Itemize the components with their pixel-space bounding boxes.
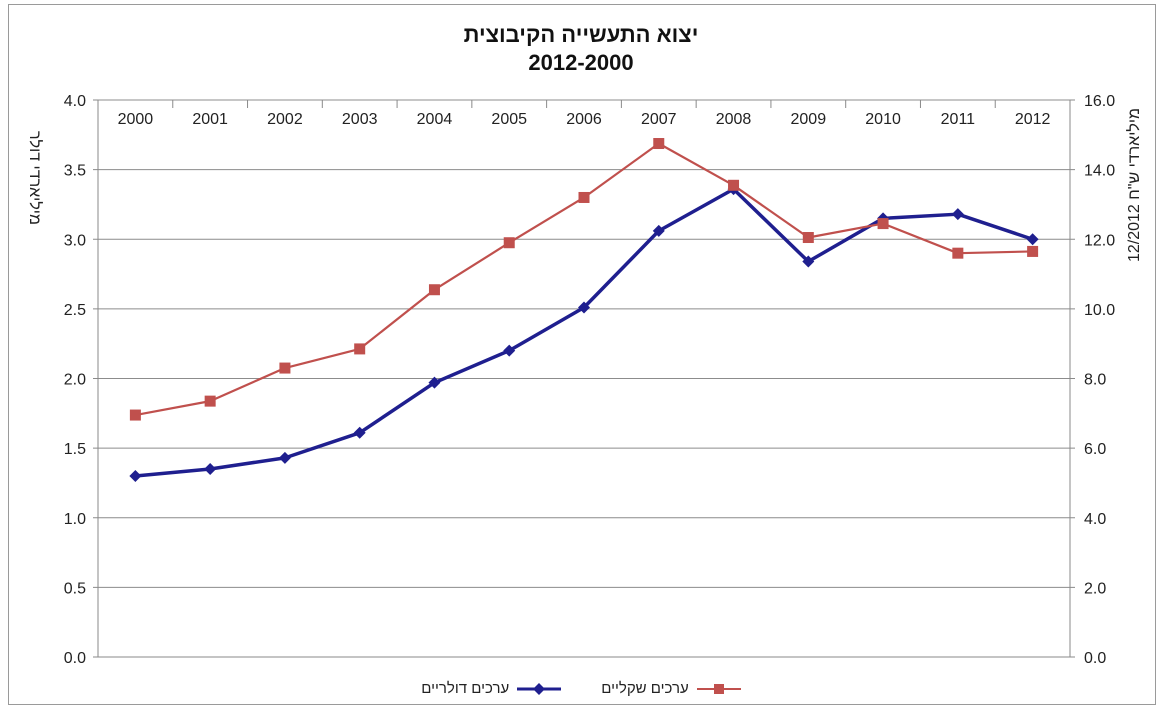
legend-item-shekel: ערכים שקליים xyxy=(601,680,741,697)
x-tick-label: 2009 xyxy=(791,111,827,128)
x-tick-label: 2006 xyxy=(566,111,602,128)
y-left-tick-label: 2.5 xyxy=(64,302,86,319)
y-left-tick-label: 4.0 xyxy=(64,93,86,110)
data-point xyxy=(951,208,964,221)
legend: ערכים דולריים ערכים שקליים xyxy=(0,680,1162,697)
x-tick-label: 2002 xyxy=(267,111,303,128)
series-line-0 xyxy=(135,187,1034,478)
y-right-tick-label: 2.0 xyxy=(1084,580,1106,597)
y-right-tick-label: 4.0 xyxy=(1084,511,1106,528)
legend-label-shekel: ערכים שקליים xyxy=(601,680,689,697)
chart-title: יצוא התעשייה הקיבוצית xyxy=(463,22,699,47)
data-point xyxy=(129,469,142,482)
y-right-tick-label: 14.0 xyxy=(1084,163,1115,180)
legend-swatch-dollar xyxy=(517,682,562,695)
legend-item-dollar: ערכים דולריים xyxy=(421,680,562,697)
data-point xyxy=(802,255,815,268)
data-point xyxy=(578,301,590,314)
chart-subtitle: 2012-2000 xyxy=(528,50,634,75)
data-point xyxy=(952,247,964,259)
y-right-tick-label: 10.0 xyxy=(1084,302,1115,319)
x-tick-label: 2010 xyxy=(865,111,901,128)
data-point xyxy=(1027,245,1039,257)
data-point xyxy=(428,284,440,296)
x-tick-label: 2003 xyxy=(342,111,378,128)
x-tick-label: 2007 xyxy=(641,111,677,128)
data-point xyxy=(204,395,216,407)
y-right-tick-label: 12.0 xyxy=(1084,232,1115,249)
data-point xyxy=(1026,233,1039,246)
x-tick-label: 2005 xyxy=(491,111,527,128)
data-point xyxy=(428,376,441,389)
legend-swatch-shekel xyxy=(696,683,741,694)
data-point xyxy=(353,426,366,439)
y-right-tick-label: 16.0 xyxy=(1084,93,1115,110)
chart-frame xyxy=(8,4,1156,705)
x-tick-label: 2012 xyxy=(1015,111,1051,128)
x-tick-label: 2000 xyxy=(118,111,154,128)
data-point xyxy=(279,362,291,374)
y-left-tick-label: 0.5 xyxy=(64,580,86,597)
x-tick-label: 2008 xyxy=(716,111,752,128)
y-left-tick-label: 3.0 xyxy=(64,232,86,249)
series-line-1 xyxy=(135,142,1033,417)
data-point xyxy=(354,343,366,355)
y-left-tick-label: 1.5 xyxy=(64,441,86,458)
y-right-tick-label: 0.0 xyxy=(1084,650,1106,667)
data-point xyxy=(204,463,217,476)
y-left-tick-label: 1.0 xyxy=(64,511,86,528)
x-tick-label: 2001 xyxy=(192,111,228,128)
x-tick-label: 2004 xyxy=(417,111,453,128)
data-point xyxy=(728,179,740,191)
y-right-tick-label: 8.0 xyxy=(1084,372,1106,389)
y-left-tick-label: 0.0 xyxy=(64,650,86,667)
data-point xyxy=(503,344,516,357)
y-left-tick-label: 2.0 xyxy=(64,372,86,389)
y-left-tick-label: 3.5 xyxy=(64,163,86,180)
data-point xyxy=(129,409,141,421)
legend-label-dollar: ערכים דולריים xyxy=(421,680,510,697)
data-point xyxy=(652,224,665,237)
data-point xyxy=(503,237,515,249)
data-point xyxy=(653,138,665,150)
data-point xyxy=(578,191,590,203)
data-point xyxy=(802,232,814,244)
y-right-tick-label: 6.0 xyxy=(1084,441,1106,458)
data-point xyxy=(877,218,889,230)
data-point xyxy=(278,451,291,464)
x-tick-label: 2011 xyxy=(941,111,976,128)
